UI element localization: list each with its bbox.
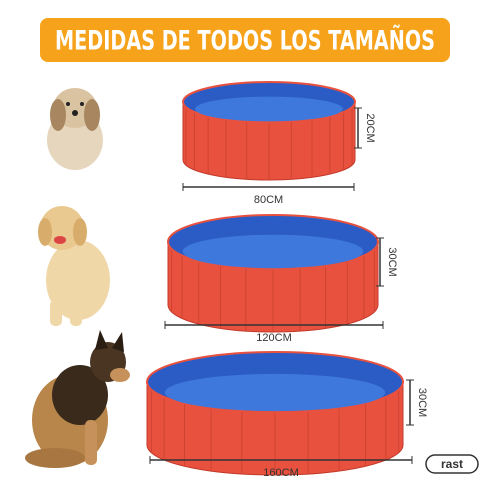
pool-floor: [182, 234, 364, 269]
dog-large: [25, 330, 130, 468]
pools: 80CM 20CM 120CM 30CM 160CM 30CM: [146, 81, 428, 479]
height-label: 30CM: [386, 247, 398, 276]
pool-floor: [195, 96, 343, 122]
width-label: 80CM: [254, 194, 283, 206]
width-label: 160CM: [263, 467, 298, 479]
width-label: 120CM: [256, 332, 291, 344]
logo-box: [425, 454, 479, 474]
pool: 80CM 20CM: [182, 81, 376, 206]
height-label: 20CM: [364, 113, 376, 142]
dog-medium: [38, 206, 110, 326]
logo: rast: [441, 457, 463, 471]
title: MEDIDAS DE TODOS LOS TAMAÑOS: [55, 25, 435, 57]
title-banner: [40, 18, 450, 62]
pool: 160CM 30CM: [146, 351, 428, 479]
dog-small: [47, 88, 103, 170]
pool: 120CM 30CM: [164, 214, 398, 344]
height-label: 30CM: [416, 388, 428, 417]
pool-floor: [164, 373, 386, 412]
